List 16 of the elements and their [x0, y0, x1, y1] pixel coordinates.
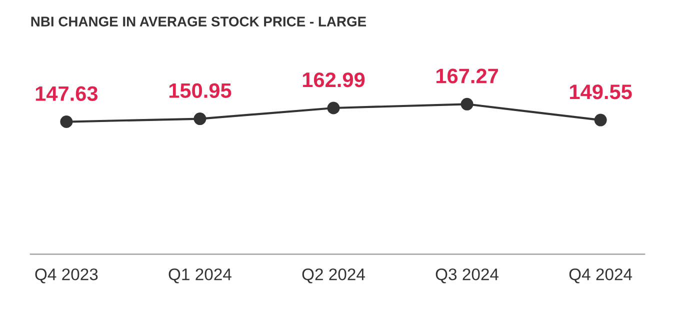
data-label: 149.55	[570, 84, 632, 100]
point	[594, 114, 607, 126]
x-tick-label: Q2 2024	[302, 268, 365, 284]
x-tick-label: Q4 2023	[35, 268, 98, 284]
data-label: 147.63	[36, 86, 98, 102]
data-label: 150.95	[169, 83, 232, 98]
x-tick-label: Q4 2024	[569, 268, 632, 284]
data-label: 167.27	[436, 68, 498, 84]
point	[327, 102, 340, 114]
point	[194, 112, 206, 126]
data-label: 162.99	[302, 72, 365, 88]
x-tick-label: Q3 2024	[436, 268, 499, 284]
point	[60, 116, 73, 128]
chart-title: NBI CHANGE IN AVERAGE STOCK PRICE - LARGE	[31, 16, 366, 26]
x-tick-label: Q1 2024	[168, 268, 232, 284]
point	[460, 98, 474, 110]
